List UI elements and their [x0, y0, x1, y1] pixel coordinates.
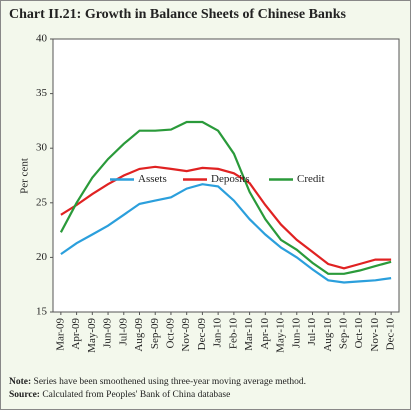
source-label: Source:: [9, 390, 40, 400]
source-text: Calculated from Peoples' Bank of China d…: [42, 390, 231, 400]
chart-title: Chart II.21: Growth in Balance Sheets of…: [9, 7, 346, 22]
x-tick-label: May-09: [86, 318, 98, 353]
y-tick-label: 30: [36, 142, 48, 154]
note-label: Note:: [9, 377, 32, 387]
legend-label: Assets: [138, 173, 167, 185]
x-tick-label: Apr-10: [259, 318, 271, 350]
legend-label: Deposits: [211, 173, 250, 185]
source: Source: Calculated from Peoples' Bank of…: [9, 390, 230, 400]
y-tick-label: 15: [36, 306, 48, 318]
x-tick-label: May-10: [275, 318, 287, 353]
x-tick-label: Aug-09: [133, 318, 145, 352]
x-tick-label: Sep-09: [149, 318, 161, 350]
x-tick-label: Jul-09: [117, 318, 129, 346]
x-tick-label: Jan-10: [212, 318, 224, 348]
x-tick-label: Oct-09: [164, 318, 176, 349]
x-tick-label: Jun-10: [290, 318, 302, 348]
line-series: [60, 183, 392, 284]
x-tick-label: Feb-10: [227, 318, 239, 350]
x-tick-label: Mar-09: [54, 318, 66, 351]
note: Note: Series have been smoothened using …: [9, 377, 306, 387]
x-tick-label: Nov-10: [369, 318, 381, 352]
x-tick-label: Dec-09: [196, 318, 208, 351]
x-tick-label: Apr-09: [70, 318, 82, 350]
x-tick-label: Mar-10: [243, 318, 255, 351]
x-tick-label: Nov-09: [180, 318, 192, 352]
x-tick-label: Oct-10: [353, 318, 365, 349]
x-tick-label: Jul-10: [306, 318, 318, 346]
x-tick-label: Jun-09: [102, 318, 114, 348]
legend-label: Credit: [297, 173, 325, 185]
x-tick-label: Sep-10: [337, 318, 349, 350]
x-tick-label: Aug-10: [322, 318, 334, 352]
y-tick-label: 25: [36, 196, 48, 208]
y-tick-label: 35: [36, 87, 48, 99]
y-axis-label: Per cent: [19, 158, 31, 194]
y-tick-label: 40: [36, 33, 48, 45]
line-series: [59, 120, 392, 275]
y-tick-label: 20: [36, 251, 48, 263]
x-tick-label: Dec-10: [385, 318, 397, 351]
note-text: Series have been smoothened using three-…: [33, 377, 307, 387]
